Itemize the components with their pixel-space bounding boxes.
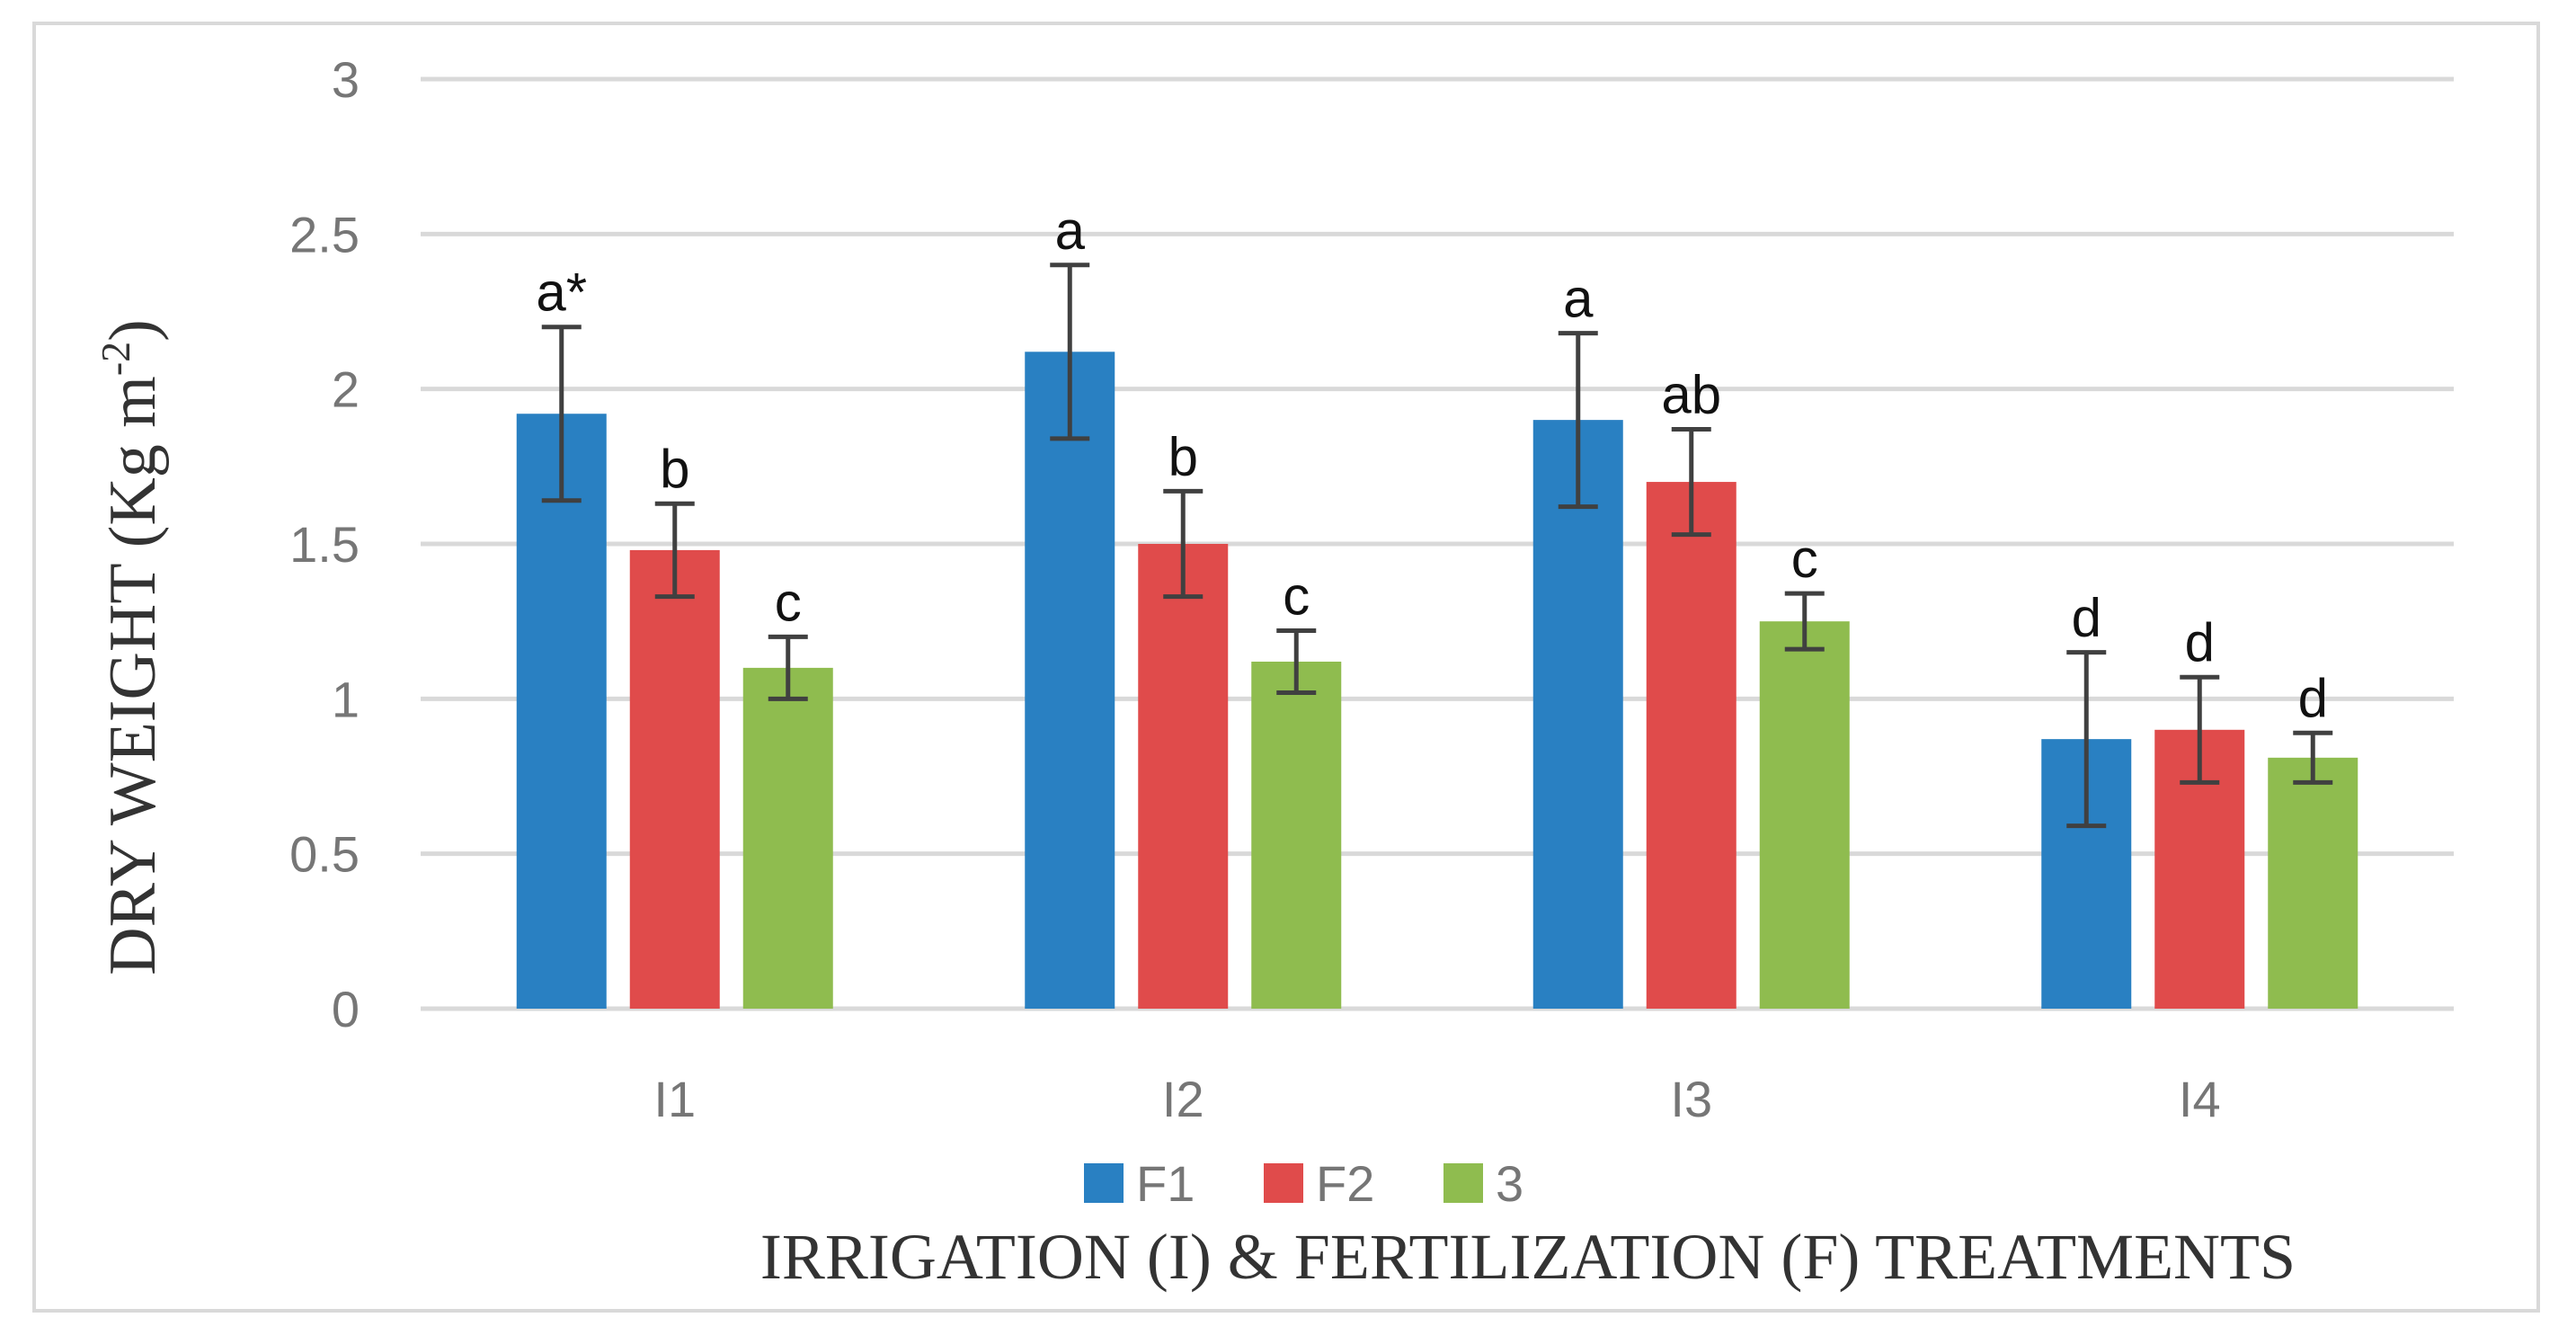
bar-I2-F2 — [1138, 544, 1229, 1009]
significance-label: d — [2298, 668, 2328, 728]
bars — [516, 352, 2358, 1010]
significance-label: c — [1283, 566, 1310, 627]
legend-label: 3 — [1496, 1155, 1523, 1212]
significance-label: d — [2072, 588, 2101, 648]
y-tick-label: 3 — [332, 51, 360, 108]
significance-label: a* — [536, 263, 587, 323]
bar-I2-F1 — [1025, 352, 1115, 1010]
legend-label: F2 — [1316, 1155, 1374, 1212]
error-bar-I2-3 — [1276, 628, 1317, 695]
error-bars — [541, 263, 2333, 829]
bar-I1-F1 — [516, 414, 607, 1009]
significance-label: c — [775, 572, 802, 632]
x-axis-ticks: I1 I2 I3 I4 — [653, 1071, 2220, 1127]
bar-I3-F2 — [1646, 482, 1737, 1009]
bar-I3-3 — [1759, 621, 1850, 1009]
significance-label: ab — [1661, 364, 1721, 424]
error-bar-I1-F1 — [541, 325, 582, 503]
x-axis-title: IRRIGATION (I) & FERTILIZATION (F) TREAT… — [760, 1221, 2296, 1293]
legend-label: F1 — [1136, 1155, 1195, 1212]
y-tick-label: 0 — [332, 981, 360, 1037]
error-bar-I4-F1 — [2066, 650, 2107, 829]
error-bar-I3-3 — [1784, 591, 1825, 652]
error-bar-I3-F2 — [1671, 426, 1711, 538]
bar-I2-3 — [1251, 661, 1342, 1009]
x-tick-label: I3 — [1670, 1071, 1712, 1127]
bar-I4-3 — [2268, 757, 2358, 1009]
significance-label: c — [1791, 529, 1818, 589]
legend-swatch — [1443, 1163, 1483, 1203]
error-bar-I2-F2 — [1163, 488, 1204, 600]
legend-swatch — [1264, 1163, 1303, 1203]
error-bar-I4-3 — [2293, 730, 2333, 785]
legend: F1 F2 3 — [1084, 1155, 1523, 1212]
legend-swatch — [1084, 1163, 1124, 1203]
x-tick-label: I1 — [653, 1071, 696, 1127]
y-tick-label: 2 — [332, 361, 360, 418]
x-tick-label: I2 — [1162, 1071, 1204, 1127]
significance-label: a — [1563, 269, 1594, 329]
y-tick-label: 0.5 — [289, 826, 360, 883]
legend-item-F1: F1 — [1084, 1155, 1195, 1212]
gridlines — [421, 76, 2454, 1011]
error-bar-I1-F2 — [654, 501, 695, 600]
legend-item-F2: F2 — [1264, 1155, 1374, 1212]
significance-label: a — [1055, 200, 1086, 261]
bar-I1-3 — [742, 667, 833, 1009]
x-tick-label: I4 — [2179, 1071, 2221, 1127]
error-bar-I3-F1 — [1558, 331, 1598, 510]
bar-I1-F2 — [629, 549, 720, 1009]
y-tick-label: 2.5 — [289, 206, 360, 263]
error-bar-I4-F2 — [2180, 674, 2220, 785]
y-tick-label: 1 — [332, 671, 360, 727]
error-bar-I2-F1 — [1050, 263, 1090, 441]
y-tick-label: 1.5 — [289, 516, 360, 573]
significance-label: d — [2185, 612, 2215, 672]
y-axis-ticks: 0 0.5 1 1.5 2 2.5 3 — [289, 51, 360, 1037]
error-bar-I1-3 — [768, 634, 808, 701]
significance-label: b — [1168, 426, 1198, 486]
legend-item-3: 3 — [1443, 1155, 1523, 1212]
significance-label: b — [660, 439, 689, 499]
y-axis-title: DRY WEIGHT (Kg m-2) — [93, 319, 170, 975]
bar-I3-F1 — [1532, 420, 1623, 1010]
